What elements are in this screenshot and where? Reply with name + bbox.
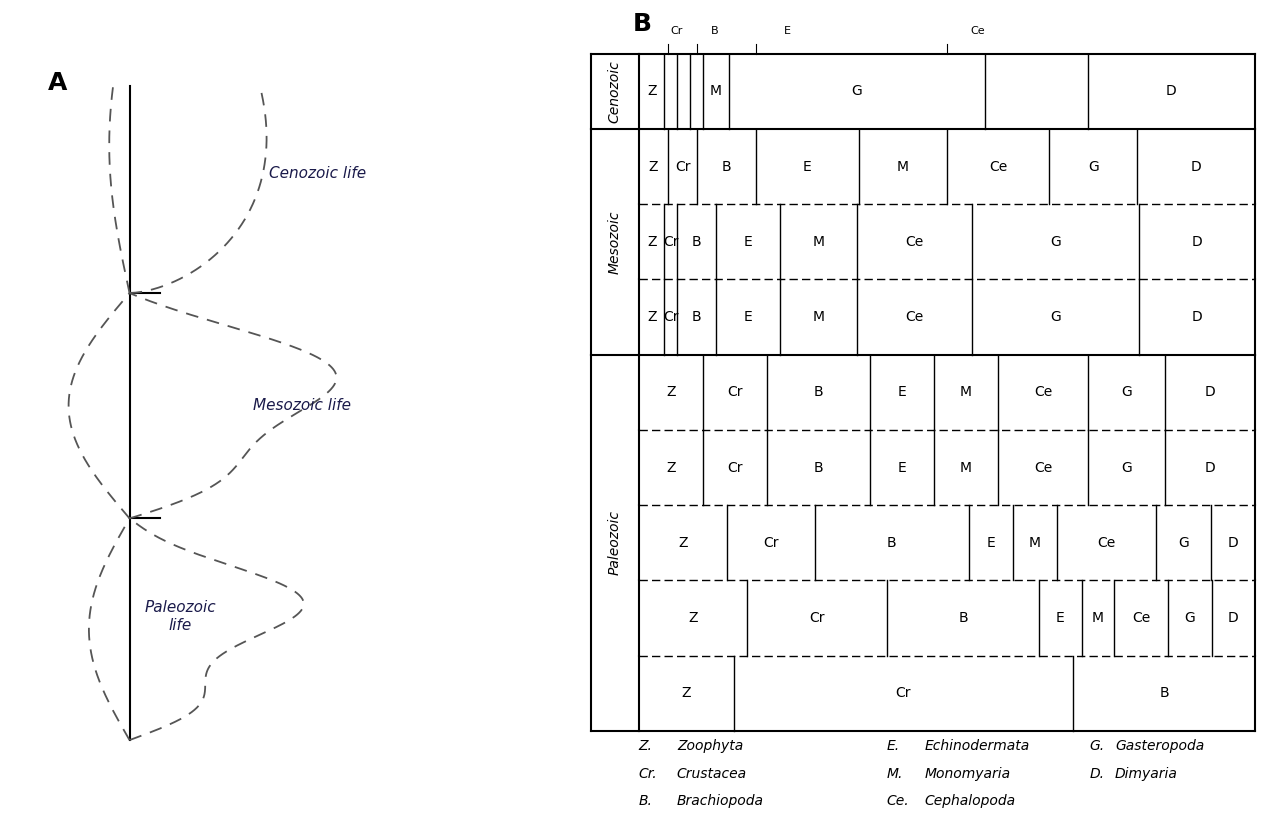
Text: D.: D. (1090, 767, 1105, 781)
Text: M: M (960, 386, 972, 399)
Text: E: E (743, 310, 752, 324)
Text: B.: B. (639, 794, 653, 808)
Text: G.: G. (1090, 739, 1105, 753)
Text: G: G (1121, 461, 1132, 475)
Text: Cr: Cr (663, 235, 678, 249)
Text: Cenozoic: Cenozoic (607, 60, 622, 123)
Text: A: A (48, 71, 67, 95)
Text: D: D (1191, 235, 1203, 249)
Text: G: G (852, 84, 862, 98)
Text: B: B (711, 26, 719, 36)
Text: Ce: Ce (906, 235, 923, 249)
Text: B: B (692, 235, 701, 249)
Text: Cr: Cr (895, 686, 911, 700)
Text: G: G (1121, 386, 1132, 399)
Text: Mesozoic life: Mesozoic life (253, 398, 352, 413)
Text: Cr: Cr (676, 159, 691, 173)
Text: M: M (710, 84, 721, 98)
Text: Cephalopoda: Cephalopoda (925, 794, 1016, 808)
Text: B: B (632, 12, 652, 36)
Text: Cr: Cr (809, 611, 824, 625)
Text: M: M (813, 235, 824, 249)
Text: G: G (1088, 159, 1099, 173)
Text: Z.: Z. (639, 739, 653, 753)
Text: D: D (1191, 310, 1203, 324)
Text: Z: Z (682, 686, 691, 700)
Text: E: E (987, 536, 996, 550)
Text: Ce: Ce (1132, 611, 1151, 625)
Text: Z: Z (646, 84, 657, 98)
Text: Cr: Cr (728, 461, 743, 475)
Text: Gasteropoda: Gasteropoda (1115, 739, 1204, 753)
Text: E.: E. (886, 739, 899, 753)
Text: Zoophyta: Zoophyta (677, 739, 743, 753)
Text: B: B (721, 159, 732, 173)
Text: B: B (1160, 686, 1168, 700)
Text: D: D (1204, 386, 1215, 399)
Text: Ce: Ce (1097, 536, 1115, 550)
Text: G: G (1185, 611, 1195, 625)
Text: Cenozoic life: Cenozoic life (269, 166, 366, 181)
Text: Cr.: Cr. (639, 767, 658, 781)
Text: B: B (958, 611, 968, 625)
Text: Crustacea: Crustacea (677, 767, 747, 781)
Text: Z: Z (646, 235, 657, 249)
Text: D: D (1166, 84, 1177, 98)
Text: Monomyaria: Monomyaria (925, 767, 1011, 781)
Text: Dimyaria: Dimyaria (1115, 767, 1179, 781)
Text: Z: Z (646, 310, 657, 324)
Text: Cr: Cr (763, 536, 779, 550)
Text: G: G (1177, 536, 1189, 550)
Text: Z: Z (667, 461, 676, 475)
Text: M.: M. (886, 767, 903, 781)
Text: Cr: Cr (671, 26, 683, 36)
Text: Z: Z (667, 386, 676, 399)
Text: G: G (1050, 310, 1062, 324)
Text: M: M (897, 159, 909, 173)
Text: D: D (1204, 461, 1215, 475)
Text: M: M (1029, 536, 1041, 550)
Text: Mesozoic: Mesozoic (607, 210, 622, 273)
Text: Paleozoic
life: Paleozoic life (145, 601, 216, 633)
Text: D: D (1227, 536, 1238, 550)
Text: Cr: Cr (663, 310, 678, 324)
Text: B: B (886, 536, 897, 550)
Text: M: M (960, 461, 972, 475)
Text: D: D (1228, 611, 1238, 625)
Text: E: E (898, 461, 907, 475)
Text: E: E (784, 26, 790, 36)
Text: G: G (1050, 235, 1062, 249)
Text: D: D (1191, 159, 1201, 173)
Text: Z: Z (649, 159, 658, 173)
Text: Echinodermata: Echinodermata (925, 739, 1030, 753)
Text: Cr: Cr (728, 386, 743, 399)
Text: Brachiopoda: Brachiopoda (677, 794, 765, 808)
Text: Z: Z (688, 611, 697, 625)
Text: B: B (814, 386, 823, 399)
Text: Ce: Ce (989, 159, 1007, 173)
Text: M: M (813, 310, 824, 324)
Text: Ce.: Ce. (886, 794, 909, 808)
Text: Ce: Ce (1034, 461, 1052, 475)
Text: Ce: Ce (970, 26, 986, 36)
Text: Z: Z (678, 536, 687, 550)
Text: E: E (743, 235, 752, 249)
Text: E: E (1055, 611, 1064, 625)
Text: E: E (898, 386, 907, 399)
Text: Paleozoic: Paleozoic (607, 510, 622, 576)
Text: B: B (692, 310, 701, 324)
Text: E: E (803, 159, 812, 173)
Text: B: B (814, 461, 823, 475)
Text: Ce: Ce (1034, 386, 1052, 399)
Text: Ce: Ce (906, 310, 923, 324)
Text: M: M (1092, 611, 1104, 625)
